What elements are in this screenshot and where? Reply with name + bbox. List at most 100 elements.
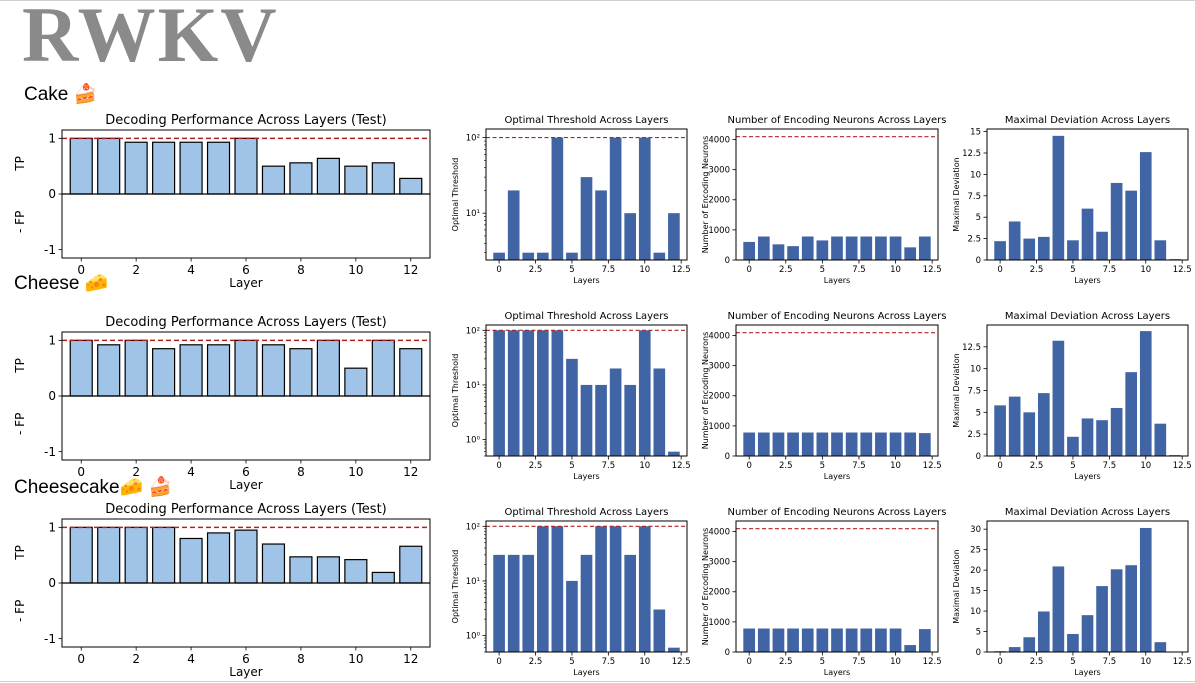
- x-tick-label: 10: [348, 465, 363, 479]
- bar-layer-1: [1008, 221, 1021, 260]
- bar-layer-7: [595, 384, 607, 456]
- y-tick-label: 2.5: [967, 235, 981, 245]
- bar-layer-5: [816, 432, 829, 456]
- y-tick-label: 10²: [466, 134, 480, 144]
- bar-layer-12: [918, 629, 931, 652]
- x-tick-label: 0: [746, 461, 751, 471]
- x-tick-label: 0: [77, 465, 85, 479]
- bar-layer-6: [831, 628, 843, 652]
- bar-layer-0: [493, 554, 505, 652]
- bar-layer-11: [904, 432, 917, 456]
- x-tick-label: 10: [890, 461, 901, 471]
- x-tick-label: 10: [890, 657, 901, 667]
- x-tick-label: 7.5: [852, 461, 866, 471]
- chart-title: Number of Encoding Neurons Across Layers: [728, 115, 947, 126]
- y-tick-label: 3000: [708, 362, 730, 372]
- y-tick-label: 4000: [708, 528, 730, 538]
- chart-title: Decoding Performance Across Layers (Test…: [105, 113, 387, 128]
- bar-layer-7: [1096, 586, 1108, 652]
- y-tick-label: 0: [976, 648, 981, 658]
- bar-layer-0: [994, 241, 1006, 260]
- y-tick-label: 4000: [708, 136, 730, 146]
- y-tick-label: 10: [970, 607, 981, 617]
- bar-layer-7: [1096, 231, 1108, 260]
- bar-layer-7: [845, 236, 858, 260]
- y-tick-label: 10⁰: [466, 632, 481, 642]
- bar-layer-2: [522, 330, 535, 456]
- x-axis-label: Layer: [229, 276, 263, 290]
- section-label-cheesecake: Cheesecake🧀 🍰: [14, 477, 173, 498]
- chart-title: Optimal Threshold Across Layers: [504, 507, 668, 518]
- y-tick-label: 1: [48, 334, 56, 348]
- x-tick-label: 2.5: [779, 265, 793, 275]
- x-tick-label: 12.5: [672, 265, 691, 275]
- bar-layer-1: [757, 236, 770, 260]
- y-tick-label: 1: [48, 521, 56, 535]
- bar-layer-1: [1008, 396, 1021, 456]
- x-tick-label: 12.5: [1173, 265, 1192, 275]
- bar-layer-12: [668, 451, 680, 456]
- chart-title: Optimal Threshold Across Layers: [504, 311, 668, 322]
- x-tick-label: 4: [187, 263, 195, 277]
- y-tick-label: -1: [44, 243, 56, 257]
- bar-layer-0: [493, 330, 505, 456]
- bar-layer-8: [1110, 182, 1123, 260]
- bar-layer-5: [1067, 633, 1079, 652]
- x-tick-label: 12.5: [923, 461, 942, 471]
- bar-layer-7: [845, 432, 858, 456]
- bar-layer-4: [801, 628, 814, 652]
- bar-layer-1: [1008, 647, 1021, 652]
- bar-layer-10: [638, 526, 651, 652]
- bar-layer-12: [918, 433, 931, 456]
- chart-title: Optimal Threshold Across Layers: [504, 115, 668, 126]
- x-tick-label: 5: [1070, 461, 1075, 471]
- bar-layer-6: [580, 177, 593, 260]
- x-axis-label: Layers: [1074, 472, 1100, 481]
- bar-layer-3: [536, 330, 549, 456]
- bar-layer-4: [551, 526, 564, 652]
- x-axis-label: Layers: [1074, 276, 1100, 285]
- y-tick-label: 10²: [466, 522, 480, 532]
- rwkv-logo: RWKV: [22, 0, 279, 78]
- y-tick-label: 10: [970, 365, 981, 375]
- chart-title: Decoding Performance Across Layers (Test…: [105, 315, 387, 330]
- bar-layer-3: [1037, 236, 1050, 260]
- y-tick-label: 1: [48, 132, 56, 146]
- bar-layer-9: [624, 384, 637, 456]
- y-tick-label: 5: [976, 213, 981, 223]
- bar-layer-8: [609, 137, 622, 260]
- x-axis-label: Layer: [229, 478, 263, 492]
- bar-layer-2: [772, 244, 785, 260]
- y-axis-label: Maximal Deviation: [952, 353, 961, 428]
- y-tick-label: 0: [48, 576, 56, 590]
- chart-title: Decoding Performance Across Layers (Test…: [105, 502, 387, 517]
- y-axis-label-fp: - FP: [13, 413, 27, 435]
- bar-layer-2: [522, 252, 535, 260]
- bar-layer-0: [743, 241, 756, 260]
- y-tick-label: 4000: [708, 332, 730, 342]
- y-tick-label: -1: [44, 445, 56, 459]
- x-tick-label: 0: [997, 461, 1002, 471]
- chart-title: Number of Encoding Neurons Across Layers: [728, 507, 947, 518]
- y-tick-label: 12.5: [962, 149, 981, 159]
- bar-layer-8: [860, 628, 873, 652]
- x-axis-label: Layers: [824, 668, 850, 677]
- section-label-cheese: Cheese 🧀: [14, 273, 109, 294]
- x-tick-label: 5: [820, 461, 825, 471]
- y-tick-label: 1000: [708, 618, 730, 628]
- bar-layer-4: [1052, 340, 1065, 456]
- plot-frame: [735, 128, 939, 261]
- y-tick-label: 10²: [466, 326, 480, 336]
- x-tick-label: 2: [132, 652, 140, 666]
- x-tick-label: 6: [242, 465, 250, 479]
- bar-layer-1: [757, 628, 770, 652]
- x-tick-label: 2.5: [1030, 657, 1044, 667]
- bar-layer-4: [801, 236, 814, 260]
- x-tick-label: 7.5: [602, 657, 616, 667]
- section-label-cake: Cake 🍰: [24, 84, 98, 105]
- bar-layer-5: [566, 252, 578, 260]
- bar-layer-2: [522, 554, 535, 652]
